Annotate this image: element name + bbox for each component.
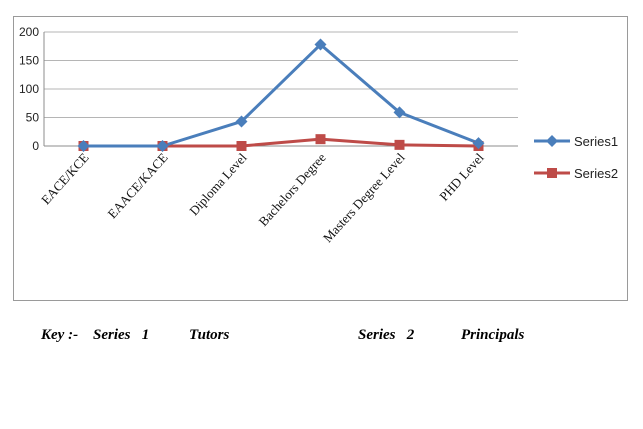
series-key: Key :- Series 1 Tutors Series 2 Principa… bbox=[41, 327, 621, 349]
y-tick-label: 200 bbox=[19, 25, 39, 39]
y-axis-ticks: 0 50 100 150 200 bbox=[19, 25, 39, 153]
series-lines bbox=[83, 43, 480, 148]
line-chart: 0 50 100 150 200 EACE/KCE EAACE/KACE Diploma L… bbox=[19, 25, 618, 246]
series-markers bbox=[77, 38, 485, 152]
x-category-label: EACE/KCE bbox=[38, 150, 92, 207]
key-label: Key :- bbox=[41, 327, 79, 343]
legend: Series1 Series2 bbox=[534, 134, 618, 181]
key-series2-label: Series 2 bbox=[358, 327, 415, 343]
y-tick-label: 0 bbox=[32, 139, 39, 153]
y-tick-label: 50 bbox=[26, 111, 40, 125]
key-series1-label: Series 1 bbox=[93, 327, 150, 343]
key-series1-desc: Tutors bbox=[189, 327, 230, 343]
legend-marker bbox=[546, 135, 558, 147]
x-category-label: Diploma Level bbox=[186, 150, 250, 219]
x-category-label: PHD Level bbox=[436, 150, 487, 204]
chart-frame: 0 50 100 150 200 EACE/KCE EAACE/KACE Diploma L… bbox=[13, 16, 628, 301]
data-point bbox=[236, 141, 247, 151]
legend-marker bbox=[547, 168, 557, 178]
legend-label: Series2 bbox=[574, 166, 618, 181]
data-point bbox=[315, 134, 326, 145]
grid-lines bbox=[43, 31, 518, 147]
data-point bbox=[314, 38, 327, 51]
legend-label: Series1 bbox=[574, 134, 618, 149]
data-point bbox=[393, 106, 406, 119]
x-category-label: Bachelors Degree bbox=[256, 150, 329, 229]
x-axis-categories: EACE/KCE EAACE/KACE Diploma Level Bachelors… bbox=[38, 150, 487, 246]
data-point bbox=[472, 137, 485, 150]
y-tick-label: 100 bbox=[19, 82, 39, 96]
data-point bbox=[394, 139, 405, 150]
y-tick-label: 150 bbox=[19, 54, 39, 68]
series-line-1 bbox=[83, 43, 480, 148]
data-point bbox=[235, 115, 248, 128]
data-point bbox=[156, 140, 169, 152]
x-category-label: EAACE/KACE bbox=[104, 150, 170, 221]
data-point bbox=[77, 140, 90, 152]
x-category-label: Masters Degree Level bbox=[320, 150, 408, 246]
key-series2-desc: Principals bbox=[461, 327, 525, 343]
